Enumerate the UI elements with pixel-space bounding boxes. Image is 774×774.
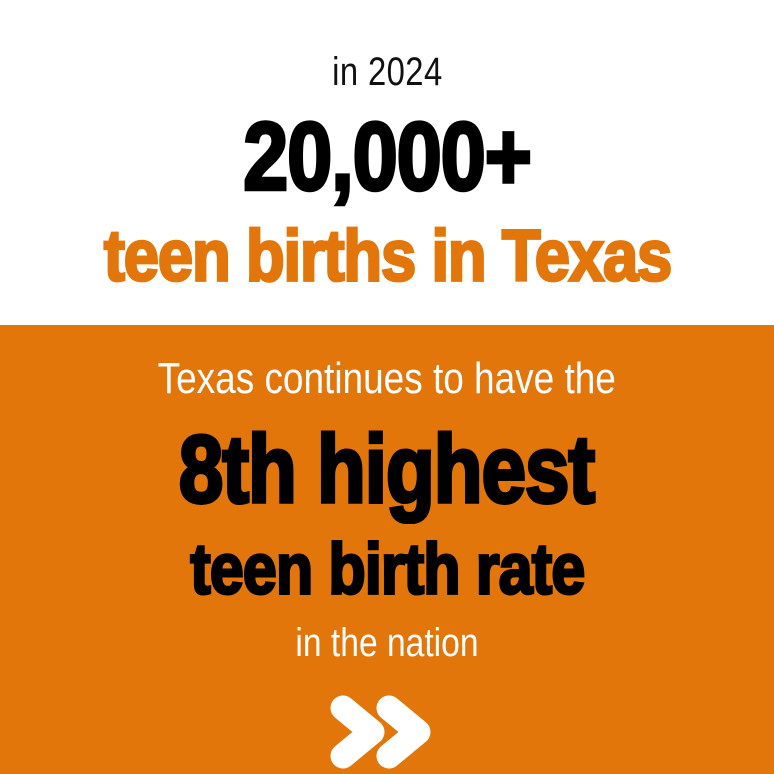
ranking-lead-text: Texas continues to have the xyxy=(157,354,617,403)
headline-subject: teen births in Texas xyxy=(102,214,673,296)
ranking-tail-text: in the nation xyxy=(295,621,479,665)
ranking-metric-text: teen birth rate xyxy=(189,528,586,610)
bottom-ranking-panel: Texas continues to have the 8th highest … xyxy=(0,325,774,774)
year-eyebrow-label: in 2024 xyxy=(331,50,443,94)
headline-number: 20,000+ xyxy=(242,103,534,211)
double-chevron-right-icon xyxy=(327,693,447,771)
top-statistic-panel: in 2024 20,000+ teen births in Texas xyxy=(0,0,774,325)
ranking-value-text: 8th highest xyxy=(178,415,597,523)
